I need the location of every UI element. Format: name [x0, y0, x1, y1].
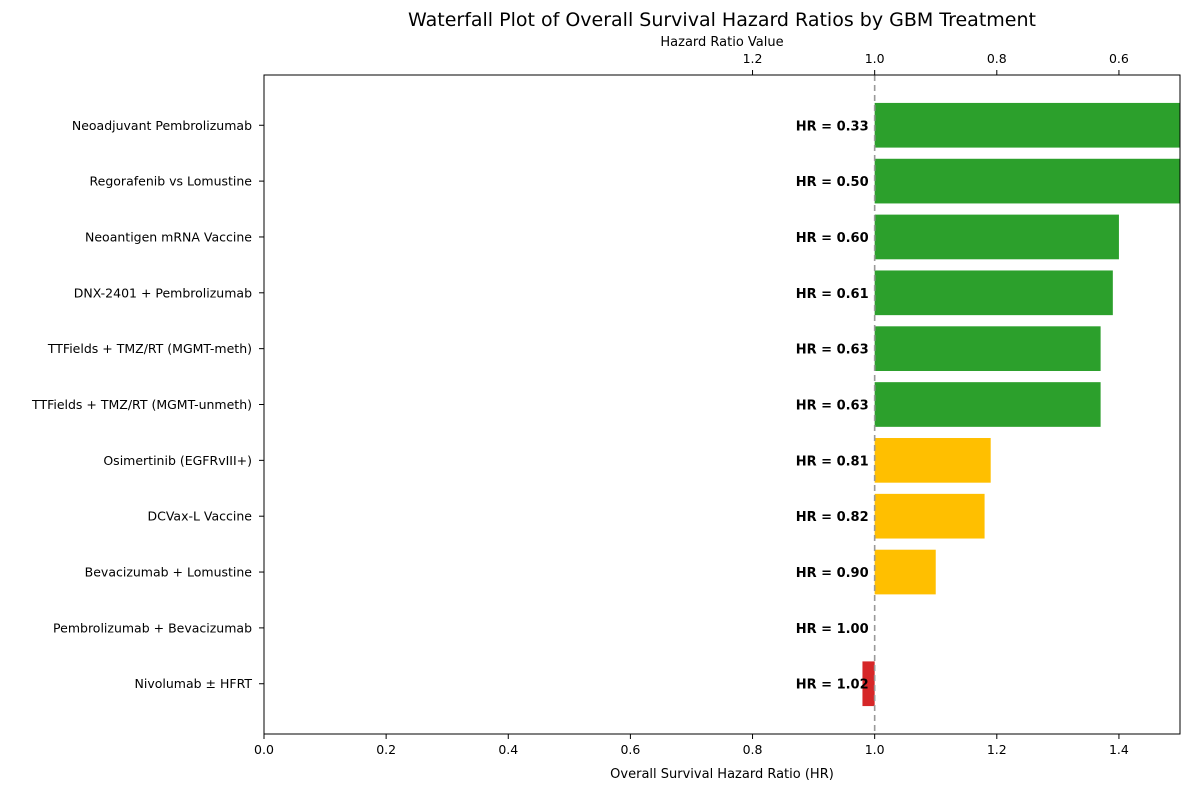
top-tick-label: 1.0: [865, 51, 885, 66]
bar: [874, 549, 936, 595]
y-tick-label: Neoantigen mRNA Vaccine: [85, 229, 252, 244]
y-tick-label: Pembrolizumab + Bevacizumab: [53, 620, 252, 635]
bar: [874, 382, 1101, 427]
x-axis-label: Overall Survival Hazard Ratio (HR): [610, 767, 834, 782]
y-tick-label: DNX-2401 + Pembrolizumab: [74, 285, 252, 300]
x-tick-label: 0.2: [376, 742, 396, 757]
hr-value-label: HR = 1.00: [796, 622, 869, 637]
x-tick-label: 0.6: [620, 742, 640, 757]
hr-value-label: HR = 0.82: [796, 510, 869, 525]
bar: [874, 326, 1101, 371]
hr-value-label: HR = 0.63: [796, 399, 869, 414]
bar: [874, 493, 985, 539]
hr-value-label: HR = 0.50: [796, 175, 869, 190]
hr-value-label: HR = 0.61: [796, 287, 869, 302]
top-tick-label: 0.6: [1109, 51, 1129, 66]
x-tick-label: 0.4: [498, 742, 518, 757]
chart-title: Waterfall Plot of Overall Survival Hazar…: [408, 9, 1036, 31]
bar: [874, 270, 1113, 316]
hr-value-label: HR = 0.90: [796, 566, 869, 581]
ticks-layer: Neoadjuvant Pembrolizumab Regorafenib vs …: [31, 51, 1129, 757]
y-tick-label: Osimertinib (EGFRvIII+): [103, 453, 252, 468]
bar: [874, 102, 1180, 148]
bar: [874, 438, 991, 483]
hr-value-label: HR = 0.63: [796, 343, 869, 358]
bar: [874, 214, 1119, 260]
hr-labels-layer: HR = 0.33 HR = 0.50 HR = 0.60 HR = 0.61 HR =…: [796, 119, 869, 692]
y-tick-label: Regorafenib vs Lomustine: [90, 174, 253, 189]
hr-value-label: HR = 0.60: [796, 231, 869, 246]
x-tick-label: 1.4: [1109, 742, 1129, 757]
y-tick-label: TTFields + TMZ/RT (MGMT-unmeth): [31, 397, 252, 412]
bar: [862, 661, 875, 707]
hr-value-label: HR = 0.33: [796, 119, 869, 134]
y-tick-label: Neoadjuvant Pembrolizumab: [72, 118, 252, 133]
y-tick-label: DCVax-L Vaccine: [147, 509, 252, 524]
top-tick-label: 0.8: [987, 51, 1007, 66]
y-tick-label: TTFields + TMZ/RT (MGMT-meth): [47, 341, 252, 356]
y-tick-label: Nivolumab ± HFRT: [135, 676, 253, 691]
x-tick-label: 1.0: [865, 742, 885, 757]
bars-layer: [862, 102, 1180, 707]
x-tick-label: 1.2: [987, 742, 1007, 757]
y-tick-label: Bevacizumab + Lomustine: [85, 565, 253, 580]
hr-value-label: HR = 0.81: [796, 454, 869, 469]
top-axis-label: Hazard Ratio Value: [660, 35, 783, 50]
hr-value-label: HR = 1.02: [796, 678, 869, 693]
bar: [874, 158, 1180, 204]
top-tick-label: 1.2: [743, 51, 763, 66]
x-tick-label: 0.0: [254, 742, 274, 757]
x-tick-label: 0.8: [743, 742, 763, 757]
plot-frame: [263, 74, 1181, 735]
